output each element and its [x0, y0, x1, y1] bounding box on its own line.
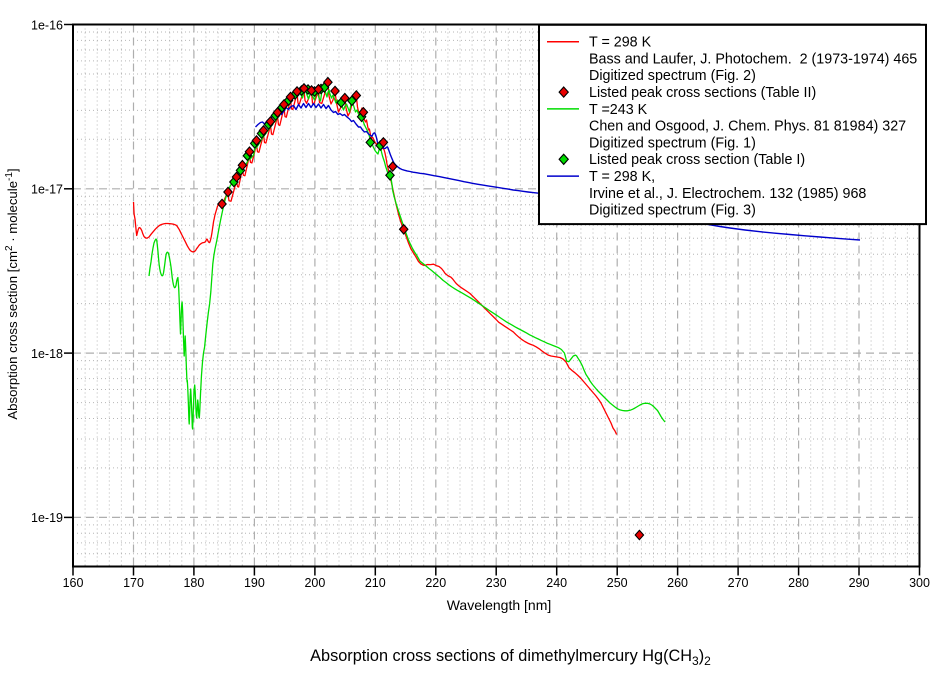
svg-text:270: 270	[728, 576, 749, 590]
svg-text:Irvine et al., J. Electrochem.: Irvine et al., J. Electrochem. 132 (1985…	[589, 186, 866, 202]
svg-text:Listed peak cross sections (Ta: Listed peak cross sections (Table II)	[589, 85, 816, 101]
svg-text:1e-16: 1e-16	[31, 18, 63, 32]
svg-text:160: 160	[63, 576, 84, 590]
svg-text:230: 230	[486, 576, 507, 590]
svg-text:250: 250	[607, 576, 628, 590]
svg-text:260: 260	[667, 576, 688, 590]
svg-text:170: 170	[123, 576, 144, 590]
svg-text:180: 180	[183, 576, 204, 590]
svg-text:Digitized spectrum (Fig. 3): Digitized spectrum (Fig. 3)	[589, 203, 756, 219]
svg-text:290: 290	[849, 576, 870, 590]
svg-text:T = 298 K: T = 298 K	[589, 35, 652, 51]
svg-text:Digitized spectrum (Fig. 2): Digitized spectrum (Fig. 2)	[589, 68, 756, 84]
svg-text:Absorption cross section [cm2: Absorption cross section [cm2 · molecule…	[4, 168, 20, 419]
svg-text:220: 220	[425, 576, 446, 590]
svg-text:1e-19: 1e-19	[31, 511, 63, 525]
svg-text:210: 210	[365, 576, 386, 590]
svg-text:190: 190	[244, 576, 265, 590]
svg-text:Digitized spectrum (Fig. 1): Digitized spectrum (Fig. 1)	[589, 135, 756, 151]
svg-text:1e-18: 1e-18	[31, 347, 63, 361]
svg-text:Wavelength [nm]: Wavelength [nm]	[447, 597, 552, 613]
svg-text:Chen and Osgood, J. Chem. Phys: Chen and Osgood, J. Chem. Phys. 81 81984…	[589, 119, 906, 135]
svg-text:200: 200	[304, 576, 325, 590]
svg-text:300: 300	[909, 576, 930, 590]
svg-text:T = 298 K,: T = 298 K,	[589, 169, 655, 185]
svg-text:Absorption cross sections of d: Absorption cross sections of dimethylmer…	[310, 647, 711, 668]
svg-text:1e-17: 1e-17	[31, 183, 63, 197]
svg-text:Bass and Laufer, J. Photochem.: Bass and Laufer, J. Photochem. 2 (1973-1…	[589, 51, 917, 67]
svg-text:240: 240	[546, 576, 567, 590]
svg-text:Listed peak cross section (Tab: Listed peak cross section (Table I)	[589, 152, 805, 168]
svg-text:T =243 K: T =243 K	[589, 102, 648, 118]
svg-text:280: 280	[788, 576, 809, 590]
